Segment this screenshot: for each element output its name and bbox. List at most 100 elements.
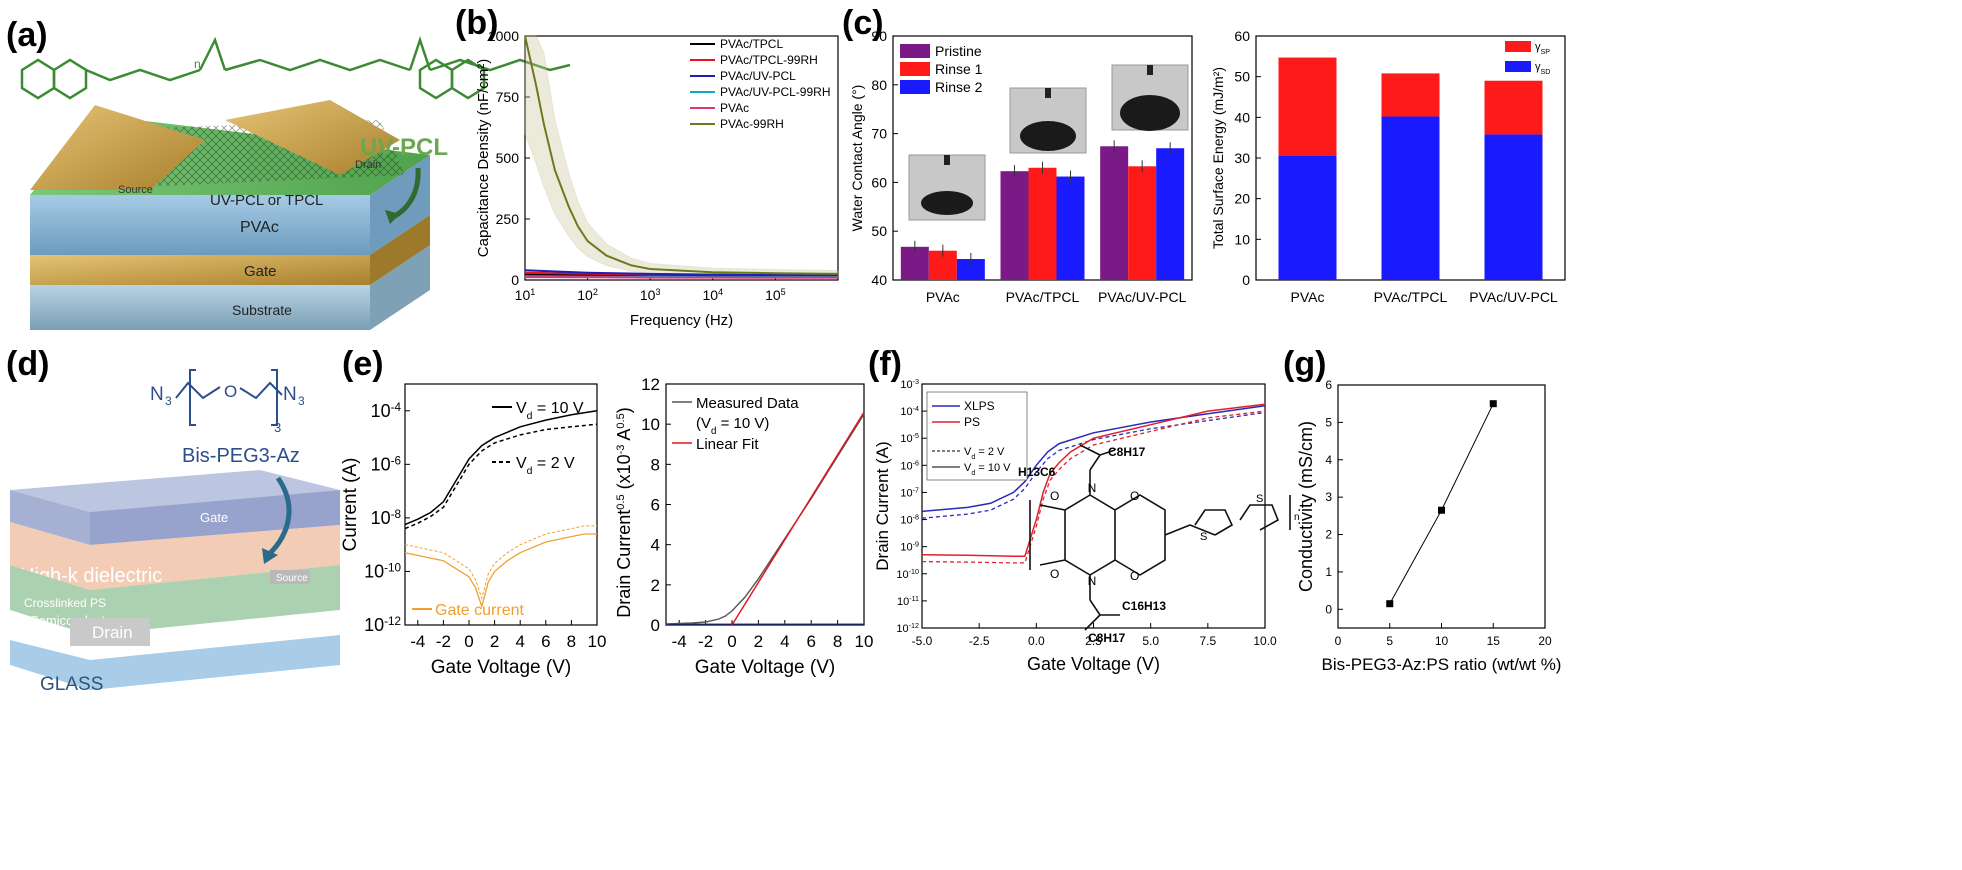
pvac-layer xyxy=(30,195,370,255)
top-layer-label: UV-PCL or TPCL xyxy=(210,192,323,209)
x-tick-label: 103 xyxy=(640,287,661,303)
x-tick-label: 6 xyxy=(541,632,550,651)
panel-a-device: n Source Drain UV-PCL or TPCL PVAc Gate … xyxy=(20,36,571,330)
bar xyxy=(956,259,985,280)
y-tick-label: 10 xyxy=(641,415,660,434)
y-tick-label: 0 xyxy=(651,616,660,635)
chart-c2-surface-energy: 0 10 20 30 40 50 60 Total Surface Energy (mJ/m²… xyxy=(1210,28,1566,305)
bis-peg3-az-molecule: N 3 O N 3 3 Bis-PEG3-Az xyxy=(150,369,305,467)
y-tick-label: 6 xyxy=(651,496,660,515)
panel-d-device: N 3 O N 3 3 Bis-PEG3-Az Gate High-k diel… xyxy=(10,369,340,695)
bar xyxy=(1128,166,1157,280)
x-tick-label: 8 xyxy=(567,632,576,651)
side-chains xyxy=(1079,444,1120,631)
y-tick-label: 30 xyxy=(1234,150,1250,166)
x-tick-label: 10.0 xyxy=(1253,634,1277,648)
svg-text:N: N xyxy=(283,384,297,405)
x-axis-label: Gate Voltage (V) xyxy=(431,657,571,678)
bar xyxy=(1100,146,1129,280)
y-axis-label: Total Surface Energy (mJ/m²) xyxy=(1210,67,1226,249)
x-tick-label: 0 xyxy=(464,632,473,651)
y-tick-label: 50 xyxy=(871,223,887,239)
y-tick-label: 10 xyxy=(1234,231,1250,247)
legend-label: Vd = 10 V xyxy=(964,462,1011,477)
x-axis-label: Gate Voltage (V) xyxy=(1027,654,1160,674)
legend-swatch xyxy=(900,80,930,94)
y-tick-label: 10-12 xyxy=(364,615,401,636)
stacked-bar xyxy=(1484,134,1543,280)
y-tick-label: 10-3 xyxy=(900,378,919,391)
plot-frame xyxy=(404,383,598,626)
atom-s: S xyxy=(1256,493,1263,505)
ndi-core xyxy=(1039,470,1216,600)
y-tick-label: 10-12 xyxy=(896,622,919,635)
x-tick-label: -4 xyxy=(672,632,687,651)
x-tick-label: 4 xyxy=(780,632,789,651)
y-tick-label: 5 xyxy=(1325,415,1332,429)
x-tick-label: 15 xyxy=(1487,634,1501,648)
y-axis-label: Drain Current (A) xyxy=(873,441,892,570)
x-tick-label: 5.0 xyxy=(1142,634,1159,648)
legend-swatch xyxy=(1505,41,1531,52)
legend-label: PVAc/UV-PCL-99RH xyxy=(720,85,830,99)
legend-label: γSP xyxy=(1535,41,1550,56)
y-tick-label: 40 xyxy=(1234,109,1250,125)
data-point xyxy=(1438,506,1445,514)
series-gate-current xyxy=(404,533,597,609)
bis-peg3-arrow xyxy=(266,476,292,557)
y-tick-label: 90 xyxy=(871,28,887,44)
plot-frame xyxy=(1337,384,1546,629)
x-tick-label: 10 xyxy=(588,632,607,651)
y-tick-label: 10-4 xyxy=(371,400,402,421)
y-tick-label: 1000 xyxy=(488,28,519,44)
y-tick-label: 0 xyxy=(1325,602,1332,616)
series-vd2 xyxy=(921,410,1266,564)
svg-text:N: N xyxy=(150,384,164,405)
atom-o: O xyxy=(1130,569,1139,583)
x-tick-label: 2 xyxy=(754,632,763,651)
gate-layer-d xyxy=(90,490,340,545)
needle xyxy=(1147,65,1153,75)
legend-label: Rinse 1 xyxy=(935,61,983,77)
repeat-brackets xyxy=(1029,495,1291,570)
x-category-label: PVAc/TPCL xyxy=(1006,289,1080,305)
y-tick-label: 50 xyxy=(1234,69,1250,85)
x-category-label: PVAc/UV-PCL xyxy=(1098,289,1187,305)
x-tick-label: 105 xyxy=(765,287,786,303)
panel-label-d: (d) xyxy=(6,345,49,383)
x-category-label: PVAc/UV-PCL xyxy=(1469,289,1558,305)
bar xyxy=(1000,171,1029,280)
legend-swatch xyxy=(1505,61,1531,72)
x-axis-label: Gate Voltage (V) xyxy=(695,657,835,678)
legend-label: (Vd = 10 V) xyxy=(696,415,769,437)
atom-o: O xyxy=(1130,489,1139,503)
legend-label: PVAc xyxy=(720,101,749,115)
x-category-label: PVAc xyxy=(1291,289,1325,305)
y-tick-label: 10-10 xyxy=(364,561,401,582)
drain-d xyxy=(70,618,150,646)
chart-f-drain: 10-12 10-11 10-10 10-9 10-8 10-7 10-6 10-5 10-4 1… xyxy=(873,378,1300,674)
x-axis-label: Frequency (Hz) xyxy=(630,312,733,329)
panel-label-b: (b) xyxy=(455,4,498,42)
high-k-layer xyxy=(10,522,340,590)
legend-label: Vd = 2 V xyxy=(964,446,1005,461)
stacked-bar xyxy=(1484,80,1543,135)
x-tick-label: 5 xyxy=(1386,634,1393,648)
semiconductor-layer xyxy=(10,565,340,635)
legend-label: Gate current xyxy=(435,602,524,619)
y-tick-label: 70 xyxy=(871,126,887,142)
panel-label-f: (f) xyxy=(868,345,902,383)
y-tick-label: 10-8 xyxy=(371,507,401,528)
y-tick-label: 10-6 xyxy=(900,459,919,472)
droplet xyxy=(1120,95,1180,131)
y-tick-label: 3 xyxy=(1325,490,1332,504)
x-tick-label: -4 xyxy=(410,632,425,651)
y-axis-label: Conductivity (mS/cm) xyxy=(1296,421,1316,592)
y-tick-label: 80 xyxy=(871,77,887,93)
atom-n: N xyxy=(1088,574,1097,588)
y-tick-label: 40 xyxy=(871,272,887,288)
y-tick-label: 750 xyxy=(496,89,520,105)
drain-electrode xyxy=(225,100,400,175)
series-vd10 xyxy=(921,403,1266,557)
ndi-t2-molecule xyxy=(1029,444,1291,631)
